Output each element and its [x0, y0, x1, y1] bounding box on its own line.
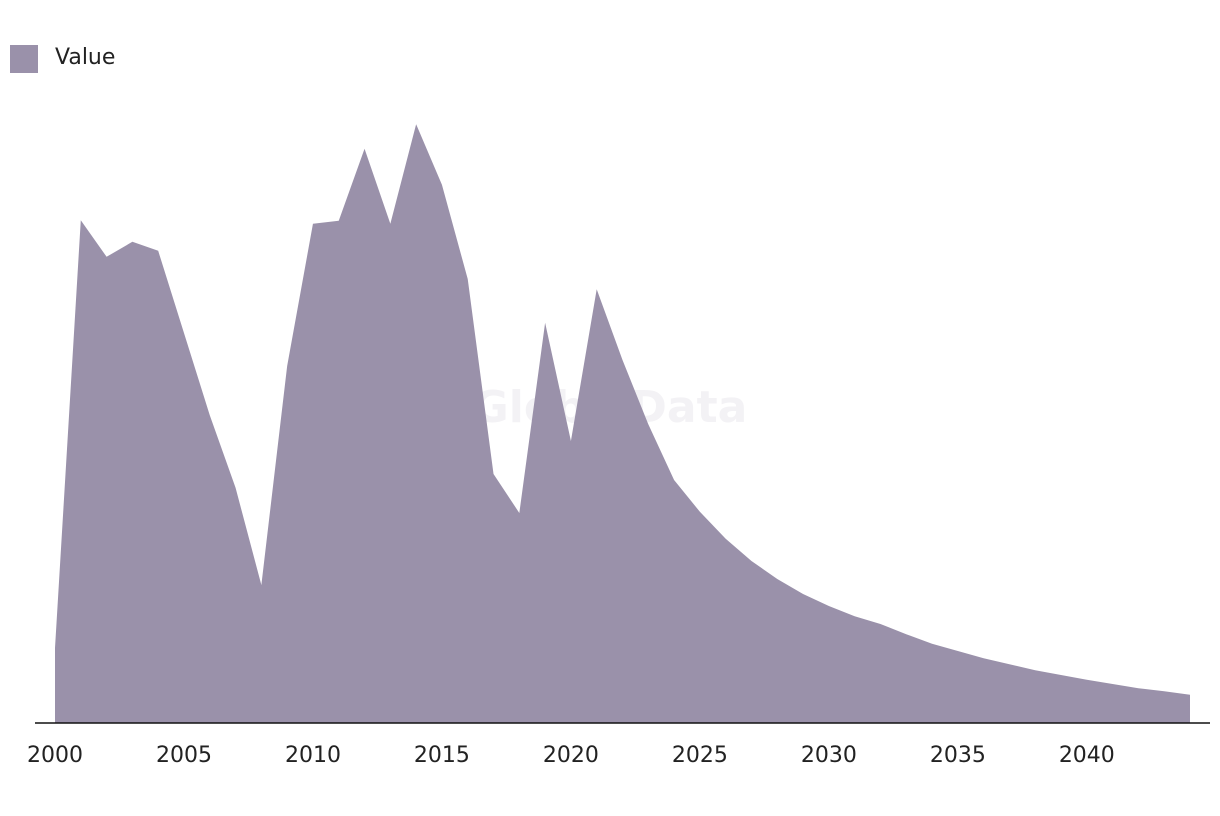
x-tick-label: 2005 [156, 743, 212, 768]
area [55, 124, 1190, 723]
x-tick-label: 2020 [543, 743, 599, 768]
x-tick-label: 2035 [930, 743, 986, 768]
x-tick-label: 2015 [414, 743, 470, 768]
x-tick-label: 2025 [672, 743, 728, 768]
x-tick-label: 2040 [1059, 743, 1115, 768]
x-tick-label: 2030 [801, 743, 857, 768]
x-tick-label: 2000 [27, 743, 83, 768]
x-tick-label: 2010 [285, 743, 341, 768]
legend-swatch [10, 45, 38, 73]
legend-label: Value [55, 45, 115, 70]
